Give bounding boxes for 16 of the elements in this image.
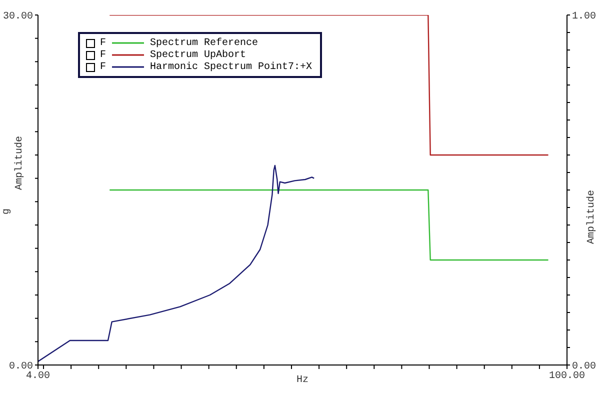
y2-axis-title: Amplitude [586,190,598,244]
line-series [38,164,315,362]
annotation: F [100,38,106,48]
y-tick-label: 30.00 [2,12,33,23]
legend-label: Harmonic Spectrum Point7:+X [150,62,312,72]
legend-label: Spectrum UpAbort [150,50,246,60]
text: g [2,208,13,215]
x-tick-label: 4.00 [26,371,50,382]
annotation: F [100,50,106,60]
y2-tick-label: 0.00 [572,362,596,373]
annotation: F [100,62,106,72]
x-axis-title: Hz [296,375,309,386]
legend-label: Spectrum Reference [150,38,258,48]
y-axis-title: Amplitude [14,136,26,190]
y2-tick-label: 1.00 [572,12,596,23]
x-tick-label: 100.00 [548,371,586,382]
